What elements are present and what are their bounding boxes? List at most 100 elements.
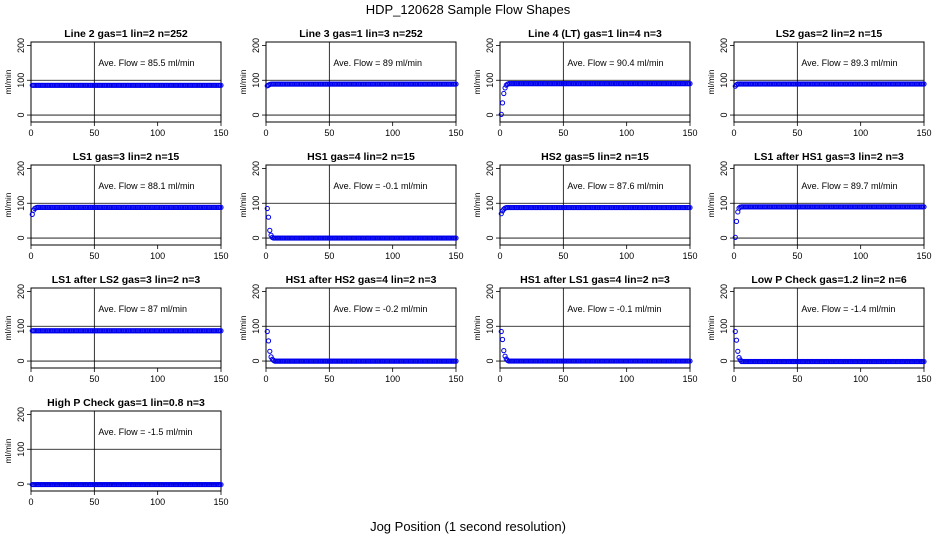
x-tick-label: 150: [448, 251, 463, 261]
plot-frame: [733, 287, 925, 369]
y-tick-label: 0: [719, 236, 729, 241]
x-tick-label: 0: [263, 128, 268, 138]
average-flow-annotation: Ave. Flow = 87 ml/min: [98, 304, 187, 314]
y-tick-label: 200: [16, 407, 26, 422]
x-tick-label: 50: [792, 128, 802, 138]
y-tick-label: 100: [16, 319, 26, 334]
x-tick-label: 150: [448, 128, 463, 138]
plot-frame: [265, 164, 457, 246]
x-tick-label: 0: [731, 251, 736, 261]
panel-title: High P Check gas=1 lin=0.8 n=3: [47, 397, 205, 409]
average-flow-annotation: Ave. Flow = 89.3 ml/min: [801, 58, 897, 68]
x-tick-label: 150: [682, 128, 697, 138]
data-point: [218, 328, 224, 334]
x-tick-label: 150: [916, 374, 931, 384]
x-tick-label: 100: [150, 251, 165, 261]
y-tick-label: 200: [16, 38, 26, 53]
x-tick-label: 50: [792, 251, 802, 261]
y-tick-label: 100: [16, 442, 26, 457]
x-tick-label: 150: [916, 251, 931, 261]
data-point: [687, 358, 693, 364]
panel-title: LS1 after HS1 gas=3 lin=2 n=3: [754, 151, 904, 163]
x-tick-label: 150: [213, 128, 228, 138]
y-tick-label: 0: [719, 113, 729, 118]
panel-grid: Line 2 gas=1 lin=2 n=252 0 50 100 150 0 100 200…: [3, 28, 932, 507]
data-point: [264, 328, 270, 335]
data-point: [267, 348, 273, 354]
y-axis-label: ml/min: [3, 315, 13, 340]
data-point: [501, 90, 507, 97]
y-tick-label: 100: [251, 73, 261, 88]
average-flow-annotation: Ave. Flow = 90.4 ml/min: [567, 58, 663, 68]
panel-title: LS2 gas=2 lin=2 n=15: [776, 28, 883, 40]
data-points: [29, 481, 224, 488]
x-tick-label: 100: [619, 128, 634, 138]
data-points: [264, 205, 459, 241]
y-tick-label: 100: [16, 73, 26, 88]
x-tick-label: 100: [150, 128, 165, 138]
y-axis-label: ml/min: [3, 192, 13, 217]
data-point: [453, 235, 459, 241]
y-tick-label: 0: [16, 236, 26, 241]
data-points: [498, 81, 693, 117]
data-points: [498, 204, 693, 217]
y-tick-label: 200: [485, 38, 495, 53]
y-tick-label: 200: [251, 161, 261, 176]
x-tick-label: 100: [150, 497, 165, 507]
data-point: [502, 353, 508, 359]
x-tick-label: 50: [324, 128, 334, 138]
x-tick-label: 150: [213, 251, 228, 261]
y-tick-label: 100: [485, 73, 495, 88]
y-tick-label: 0: [485, 113, 495, 118]
y-tick-label: 100: [719, 319, 729, 334]
data-points: [732, 81, 927, 89]
plot-frame: [499, 287, 691, 369]
x-tick-label: 100: [150, 374, 165, 384]
data-points: [498, 328, 693, 364]
data-points: [29, 204, 224, 217]
panel-title: Line 2 gas=1 lin=2 n=252: [64, 28, 188, 40]
y-tick-label: 200: [485, 161, 495, 176]
panel-title: Line 3 gas=1 lin=3 n=252: [299, 28, 423, 40]
y-tick-label: 100: [719, 73, 729, 88]
y-axis-label: ml/min: [706, 315, 716, 340]
data-point: [499, 336, 506, 343]
data-point: [501, 348, 507, 354]
data-point: [687, 81, 693, 87]
chart-panel: LS2 gas=2 lin=2 n=15 0 50 100 150 0 100 200 ml/m…: [706, 28, 932, 138]
y-tick-label: 100: [16, 196, 26, 211]
data-point: [453, 81, 459, 87]
x-tick-label: 150: [213, 497, 228, 507]
x-tick-label: 50: [558, 128, 568, 138]
x-tick-label: 100: [385, 251, 400, 261]
y-tick-label: 200: [485, 284, 495, 299]
x-tick-label: 50: [324, 251, 334, 261]
x-tick-label: 50: [89, 497, 99, 507]
y-axis-label: ml/min: [706, 192, 716, 217]
average-flow-annotation: Ave. Flow = -0.2 ml/min: [333, 304, 427, 314]
data-points: [29, 328, 224, 334]
chart-panel: High P Check gas=1 lin=0.8 n=3 0 50 100 150 0…: [3, 397, 229, 507]
data-point: [921, 81, 927, 87]
x-tick-label: 100: [853, 251, 868, 261]
panel-title: LS1 after LS2 gas=3 lin=2 n=3: [52, 274, 201, 286]
data-point: [218, 204, 224, 210]
data-point: [502, 85, 508, 91]
data-point: [499, 100, 506, 106]
y-tick-label: 200: [16, 284, 26, 299]
x-tick-label: 0: [28, 251, 33, 261]
average-flow-annotation: Ave. Flow = 87.6 ml/min: [567, 181, 663, 191]
plot-frame: [30, 287, 222, 369]
panel-title: Low P Check gas=1.2 lin=2 n=6: [751, 274, 906, 286]
x-tick-label: 100: [385, 374, 400, 384]
plot-frame: [30, 410, 222, 492]
data-point: [735, 348, 741, 354]
panel-title: LS1 gas=3 lin=2 n=15: [73, 151, 180, 163]
data-point: [453, 358, 459, 364]
x-tick-label: 0: [731, 374, 736, 384]
data-point: [687, 204, 693, 211]
data-points: [732, 328, 927, 365]
x-tick-label: 0: [497, 251, 502, 261]
data-points: [264, 81, 459, 89]
